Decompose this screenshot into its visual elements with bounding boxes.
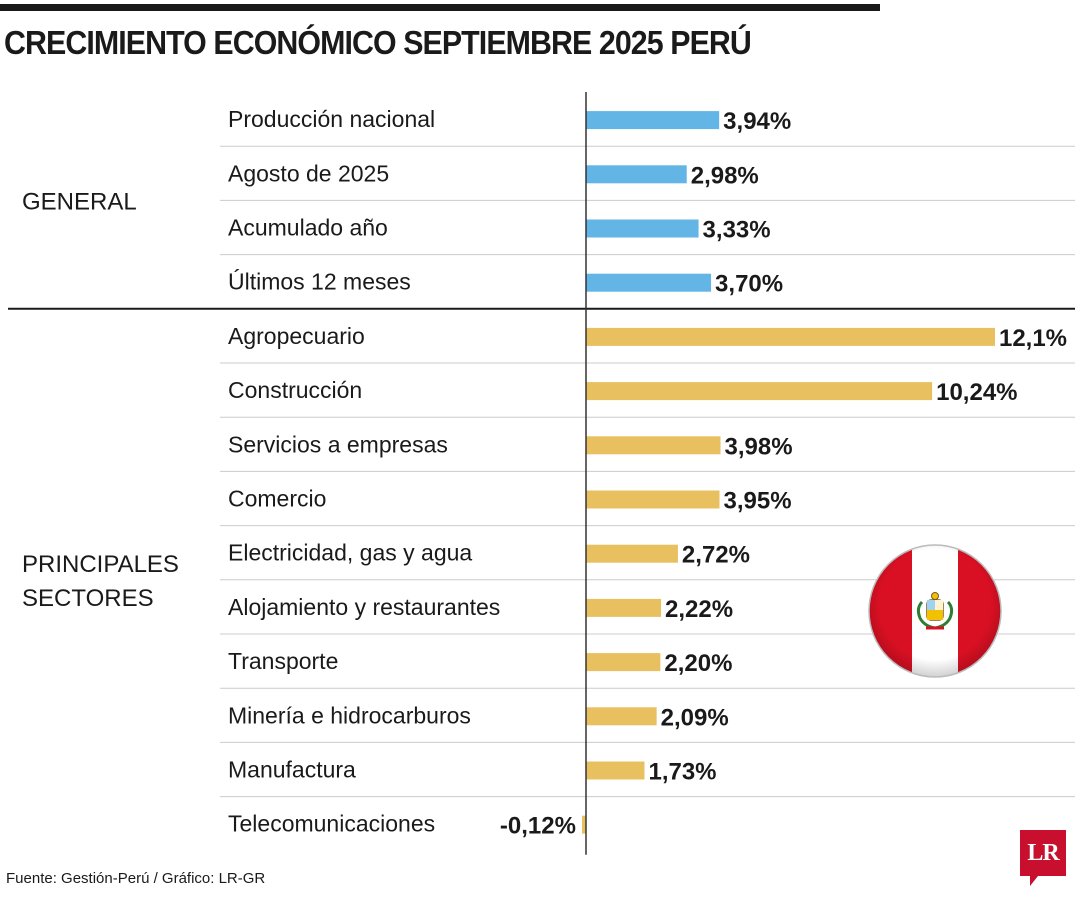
value-label: 3,94% (723, 108, 791, 135)
bar (586, 761, 645, 780)
category-label: Alojamiento y restaurantes (228, 594, 500, 620)
group-label: SECTORES (22, 585, 154, 612)
value-label: 1,73% (648, 759, 716, 786)
lr-logo: LR (1020, 830, 1066, 886)
source-note: Fuente: Gestión-Perú / Gráfico: LR-GR (6, 870, 266, 887)
bar (586, 165, 687, 184)
value-label: -0,12% (500, 813, 576, 840)
bar (586, 707, 657, 726)
category-label: Producción nacional (228, 106, 435, 132)
category-label: Minería e hidrocarburos (228, 702, 471, 728)
value-label: 3,98% (725, 433, 793, 460)
bar (586, 598, 662, 617)
top-rule (0, 4, 880, 11)
group-label: PRINCIPALES (22, 551, 179, 578)
category-label: Transporte (228, 648, 338, 674)
category-label: Telecomunicaciones (228, 811, 435, 837)
value-label: 3,95% (724, 488, 792, 515)
bar (586, 273, 712, 292)
bar (586, 653, 661, 672)
peru-flag-emblem (866, 542, 1004, 685)
category-label: Acumulado año (228, 215, 388, 241)
category-label: Agosto de 2025 (228, 160, 389, 186)
bar (586, 327, 995, 346)
bar (581, 815, 586, 834)
category-label: Manufactura (228, 757, 356, 783)
value-label: 12,1% (999, 325, 1067, 352)
value-label: 2,98% (691, 162, 759, 189)
category-label: Electricidad, gas y agua (228, 540, 472, 566)
category-label: Construcción (228, 377, 362, 403)
category-label: Servicios a empresas (228, 431, 448, 457)
value-label: 2,20% (664, 650, 732, 677)
category-label: Agropecuario (228, 323, 365, 349)
group-label: GENERAL (22, 188, 137, 215)
value-label: 2,72% (682, 542, 750, 569)
bar (586, 544, 678, 563)
bar (586, 382, 933, 401)
category-label: Comercio (228, 486, 326, 512)
value-label: 3,33% (703, 217, 771, 244)
value-label: 2,09% (661, 704, 729, 731)
bar (586, 111, 720, 130)
value-label: 3,70% (715, 271, 783, 298)
bar (586, 490, 720, 509)
value-label: 10,24% (936, 379, 1017, 406)
bar (586, 219, 699, 238)
value-label: 2,22% (665, 596, 733, 623)
chart-title: CRECIMIENTO ECONÓMICO SEPTIEMBRE 2025 PE… (4, 24, 752, 61)
bar (586, 436, 721, 455)
category-label: Últimos 12 meses (228, 269, 411, 295)
